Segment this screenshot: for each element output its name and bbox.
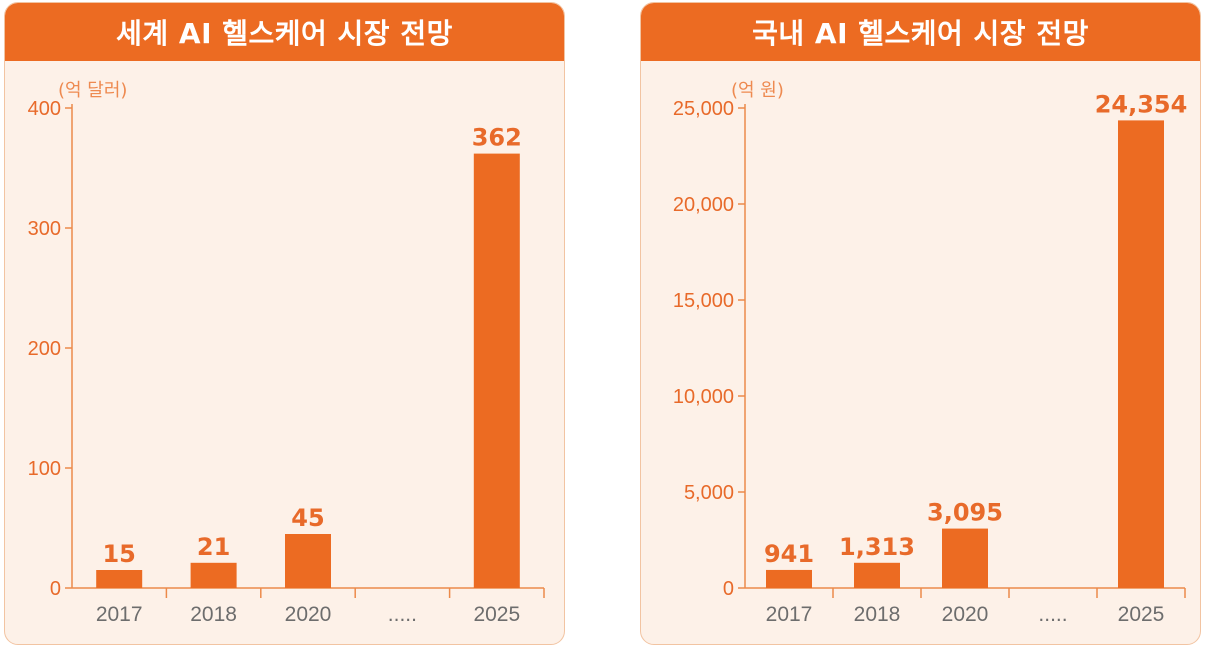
x-category-label: 2020 — [942, 603, 989, 626]
bar-value-label: 362 — [472, 124, 522, 152]
bar — [1118, 120, 1164, 588]
y-tick-label: 20,000 — [673, 194, 734, 216]
x-category-label: 2018 — [854, 603, 901, 626]
bar-value-label: 15 — [102, 540, 135, 568]
y-tick-label: 5,000 — [684, 482, 734, 504]
bar — [942, 528, 988, 588]
y-tick-label: 0 — [50, 578, 61, 600]
bar — [285, 534, 331, 588]
x-category-label: ..... — [1038, 603, 1067, 626]
x-category-label: 2025 — [1118, 603, 1165, 626]
domestic-market-chart-panel: 국내 AI 헬스케어 시장 전망 — [640, 2, 1201, 645]
bar — [473, 153, 520, 588]
bar-value-label: 45 — [291, 504, 324, 532]
bar — [190, 562, 237, 588]
bar-value-label: 1,313 — [839, 533, 915, 561]
y-tick-label: 25,000 — [673, 98, 734, 120]
y-tick-label: 200 — [28, 338, 61, 360]
y-axis-unit-label: (억 원) — [731, 80, 784, 101]
y-tick-label: 300 — [28, 218, 61, 240]
bar-value-label: 941 — [764, 540, 814, 568]
x-category-label: 2017 — [96, 603, 143, 626]
bar — [766, 569, 812, 588]
chart-title: 국내 AI 헬스케어 시장 전망 — [641, 3, 1200, 61]
domestic-market-bar-chart: (억 원) 0 5,000 10,000 15,000 20,000 25,000 2017 9… — [673, 80, 1188, 626]
y-tick-label: 0 — [723, 578, 734, 600]
x-category-label: 2020 — [285, 603, 332, 626]
x-category-label: 2017 — [766, 603, 813, 626]
x-category-label: ..... — [388, 603, 417, 626]
y-tick-label: 400 — [28, 98, 61, 120]
global-market-bar-chart: (억 달러) 0 100 200 300 400 2017 15 2018 21 2020 45...… — [28, 80, 545, 626]
y-tick-label: 15,000 — [673, 290, 734, 312]
bar-value-label: 3,095 — [927, 499, 1003, 527]
chart-title: 세계 AI 헬스케어 시장 전망 — [5, 3, 564, 61]
y-tick-label: 10,000 — [673, 386, 734, 408]
global-market-chart-panel: 세계 AI 헬스케어 시장 전망 — [4, 2, 565, 645]
x-category-label: 2025 — [473, 603, 520, 626]
bar-value-label: 21 — [197, 533, 230, 561]
x-category-label: 2018 — [190, 603, 237, 626]
y-tick-label: 100 — [28, 458, 61, 480]
y-axis-unit-label: (억 달러) — [58, 80, 127, 101]
bar — [854, 562, 900, 588]
bar — [96, 570, 143, 588]
bar-value-label: 24,354 — [1095, 90, 1188, 118]
